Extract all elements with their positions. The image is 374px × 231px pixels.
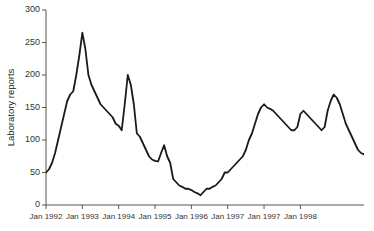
y-tick-label: 250 <box>25 37 40 47</box>
line <box>46 33 364 196</box>
x-tick-label: Jan 1995 <box>139 212 172 221</box>
plot-area <box>46 33 364 196</box>
y-tick <box>42 140 46 141</box>
y-axis <box>46 10 47 205</box>
y-tick-label: 100 <box>25 134 40 144</box>
x-tick-label: Jan 1996 <box>175 212 208 221</box>
y-tick-label: 0 <box>35 199 40 209</box>
x-tick <box>82 205 83 209</box>
y-tick-label: 50 <box>30 167 40 177</box>
x-tick <box>46 205 47 209</box>
x-tick <box>227 205 228 209</box>
x-tick <box>191 205 192 209</box>
x-axis <box>46 205 364 206</box>
y-tick-label: 300 <box>25 4 40 14</box>
x-tick-label: Jan 1997 <box>248 212 281 221</box>
x-tick <box>300 205 301 209</box>
chart: 050100150200250300Jan 1992Jan 1993Jan 19… <box>0 0 374 231</box>
y-tick <box>42 107 46 108</box>
y-axis-label: Laboratory reports <box>5 68 16 146</box>
y-tick <box>42 172 46 173</box>
y-tick <box>42 10 46 11</box>
x-tick-label: Jan 1997 <box>211 212 244 221</box>
x-tick <box>264 205 265 209</box>
x-tick-label: Jan 1998 <box>284 212 317 221</box>
x-tick-label: Jan 1993 <box>66 212 99 221</box>
y-tick <box>42 75 46 76</box>
x-tick-label: Jan 1994 <box>102 212 135 221</box>
y-tick-label: 200 <box>25 69 40 79</box>
y-tick <box>42 205 46 206</box>
x-tick <box>118 205 119 209</box>
y-tick-label: 150 <box>25 102 40 112</box>
y-tick <box>42 42 46 43</box>
x-tick <box>155 205 156 209</box>
x-tick-label: Jan 1992 <box>30 212 63 221</box>
